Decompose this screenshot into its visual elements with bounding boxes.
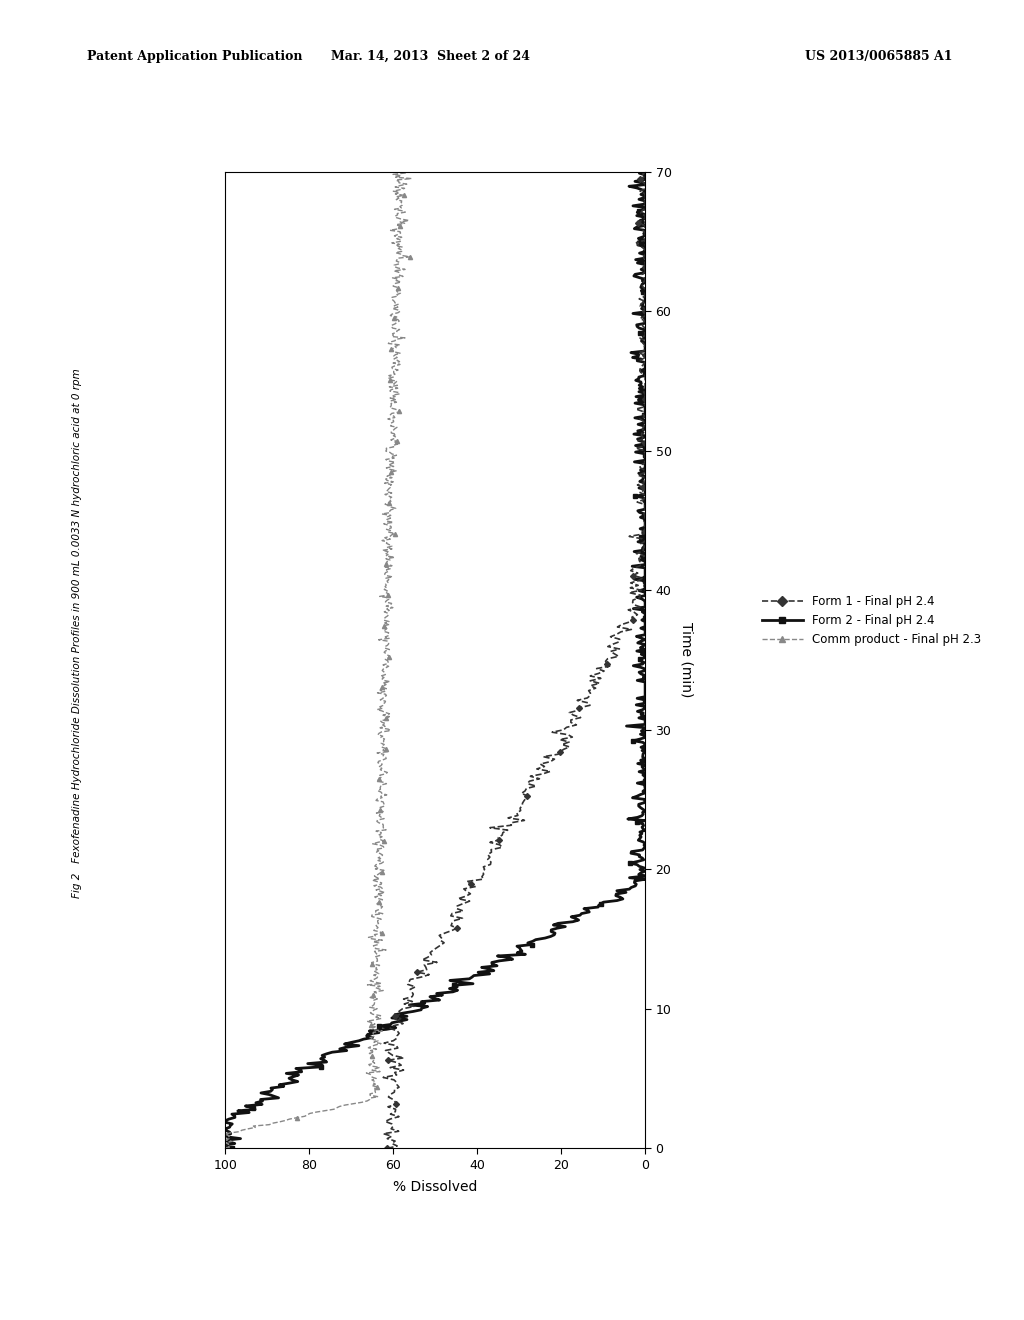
Text: US 2013/0065885 A1: US 2013/0065885 A1 [805,50,952,63]
Legend: Form 1 - Final pH 2.4, Form 2 - Final pH 2.4, Comm product - Final pH 2.3: Form 1 - Final pH 2.4, Form 2 - Final pH… [756,589,987,652]
X-axis label: % Dissolved: % Dissolved [393,1180,477,1195]
Text: Fig 2   Fexofenadine Hydrochloride Dissolution Profiles in 900 mL 0.0033 N hydro: Fig 2 Fexofenadine Hydrochloride Dissolu… [72,368,82,899]
Text: Patent Application Publication: Patent Application Publication [87,50,302,63]
Y-axis label: Time (min): Time (min) [680,622,694,698]
Text: Mar. 14, 2013  Sheet 2 of 24: Mar. 14, 2013 Sheet 2 of 24 [331,50,529,63]
